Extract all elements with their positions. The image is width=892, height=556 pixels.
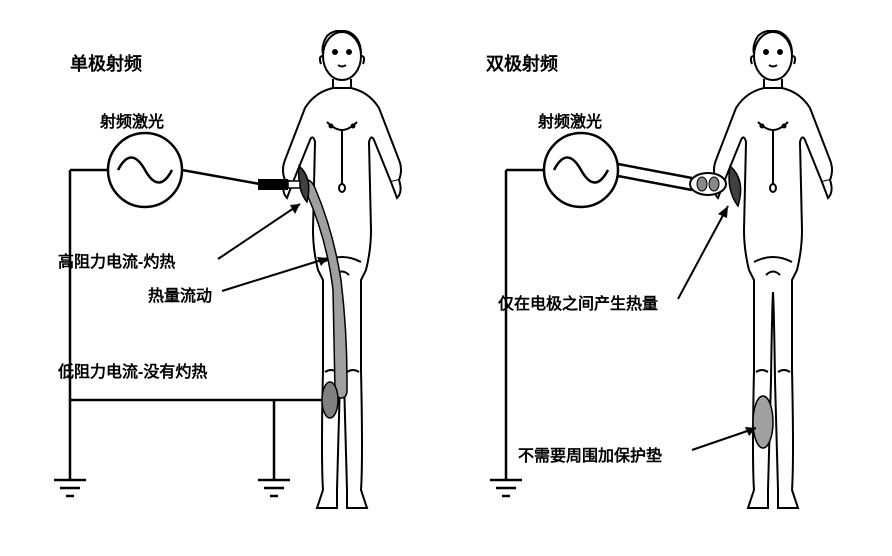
ground-icon	[490, 480, 522, 496]
bipolar-probe-icon	[690, 173, 726, 195]
ground-icon	[54, 480, 86, 496]
ground-icon	[258, 480, 290, 496]
wiring-left	[0, 0, 446, 556]
wiring-right	[446, 0, 892, 556]
electrode-probe-icon	[258, 179, 288, 190]
bipolar-panel: 双极射频 射频激光 仅在电极之间产生热量 不需要周围加保护垫	[446, 0, 892, 556]
monopolar-panel: 单极射频 射频激光 高阻力电流-灼热 热量流动 低阻力电流-没有灼热	[0, 0, 446, 556]
